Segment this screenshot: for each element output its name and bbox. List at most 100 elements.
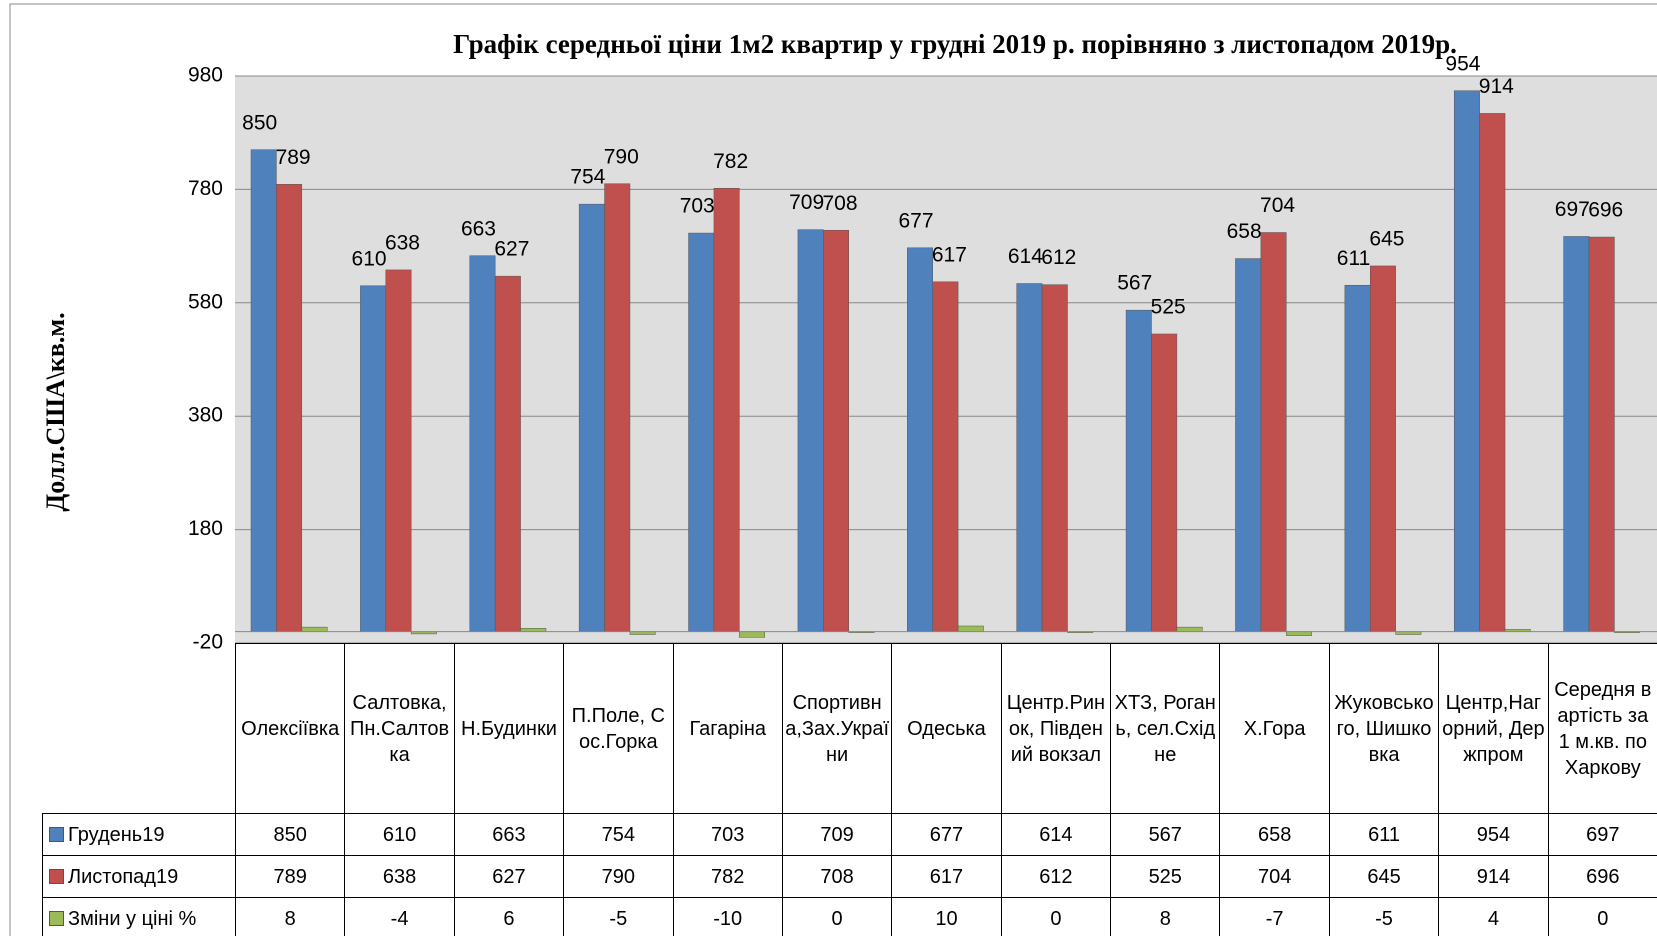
table-value: 8	[1110, 897, 1221, 936]
table-value: 658	[1219, 813, 1330, 856]
data-label: 627	[494, 238, 529, 261]
legend-key	[49, 911, 64, 926]
table-value: -4	[344, 897, 455, 936]
table-value: 6	[453, 897, 565, 936]
table-value: 567	[1110, 813, 1221, 856]
y-tick-label: 780	[188, 177, 223, 200]
table-value: 782	[672, 855, 783, 898]
table-value: 850	[235, 813, 346, 856]
table-value: 525	[1110, 855, 1221, 898]
table-value: 696	[1547, 855, 1657, 898]
data-label: 612	[1041, 246, 1076, 269]
category-label: П.Поле, Сос.Горка	[563, 643, 674, 814]
category-label: Спортивна,Зах.України	[781, 643, 893, 814]
data-label: 754	[570, 166, 605, 189]
y-axis-label: Долл.США\кв.м.	[41, 312, 70, 511]
category-label: ХТЗ, Рогань, сел.Східне	[1110, 643, 1221, 814]
data-label: 704	[1260, 194, 1295, 217]
table-value: 8	[235, 897, 346, 936]
table-value: -10	[672, 897, 783, 936]
bar	[739, 631, 765, 638]
data-label: 708	[822, 192, 857, 215]
bar	[713, 188, 740, 632]
bar	[1235, 258, 1262, 632]
legend-entry: Листопад19	[42, 855, 236, 898]
table-value: 4	[1438, 897, 1549, 936]
table-value: 610	[344, 813, 455, 856]
y-tick-label: 180	[188, 517, 223, 540]
category-label: Х.Гора	[1219, 643, 1330, 814]
table-value: 677	[891, 813, 1002, 856]
data-label: 645	[1369, 227, 1404, 250]
data-label: 617	[932, 243, 967, 266]
table-value: -5	[563, 897, 674, 936]
bar	[1369, 265, 1396, 632]
category-label: Центр.Ринок, Південий вокзал	[1000, 643, 1112, 814]
table-value: 914	[1438, 855, 1549, 898]
bar	[250, 149, 277, 632]
data-label: 663	[461, 217, 496, 240]
data-label: 850	[242, 111, 277, 134]
data-label: 638	[385, 231, 420, 254]
table-value: 703	[672, 813, 783, 856]
bar	[276, 184, 303, 632]
bar	[1016, 283, 1043, 632]
y-tick-label: 580	[188, 290, 223, 313]
data-label: 790	[604, 145, 639, 168]
category-label: Олексіївка	[235, 643, 346, 814]
bar	[688, 232, 715, 632]
bar	[1344, 284, 1371, 632]
table-value: -5	[1328, 897, 1440, 936]
bar	[1479, 113, 1506, 632]
category-label: Жуковського, Шишковка	[1328, 643, 1440, 814]
data-label: 567	[1117, 272, 1152, 295]
legend-entry: Грудень19	[42, 813, 236, 856]
data-label: 696	[1588, 199, 1623, 222]
bar	[1151, 333, 1178, 632]
bar	[385, 269, 412, 632]
bar	[604, 183, 631, 632]
bar	[1041, 284, 1068, 632]
table-value: 708	[781, 855, 893, 898]
chart-title: Графік середньої ціни 1м2 квартир у груд…	[453, 29, 1457, 59]
bar	[1286, 631, 1312, 636]
category-label: Салтовка,Пн.Салтовка	[344, 643, 455, 814]
table-value: 663	[453, 813, 565, 856]
table-value: 704	[1219, 855, 1330, 898]
table-value: 10	[891, 897, 1002, 936]
bar	[494, 275, 521, 632]
bar	[578, 203, 605, 632]
data-label: 677	[898, 209, 933, 232]
bar	[1563, 236, 1590, 632]
table-value: 627	[453, 855, 565, 898]
bar	[932, 281, 959, 632]
table-value: 709	[781, 813, 893, 856]
bar	[1176, 626, 1203, 632]
category-label: Гагаріна	[672, 643, 783, 814]
legend-key	[49, 827, 64, 842]
bar	[1125, 309, 1152, 632]
table-value: 0	[1000, 897, 1112, 936]
legend-label: Зміни у ціні %	[68, 907, 197, 930]
table-value: 697	[1547, 813, 1657, 856]
data-label: 709	[789, 191, 824, 214]
data-label: 914	[1479, 75, 1514, 98]
table-value: 0	[1547, 897, 1657, 936]
data-label: 611	[1337, 247, 1370, 270]
table-value: 611	[1328, 813, 1440, 856]
bar	[823, 229, 849, 632]
bar	[301, 626, 328, 632]
bar	[907, 247, 933, 632]
table-value: 612	[1000, 855, 1112, 898]
table-value: 754	[563, 813, 674, 856]
y-tick-label: -20	[193, 631, 223, 654]
table-value: 638	[344, 855, 455, 898]
data-label: 697	[1555, 198, 1590, 221]
category-label: Середня вартість за 1 м.кв. по Харкову	[1547, 643, 1657, 814]
chart-border	[9, 3, 1657, 936]
bar	[1588, 236, 1615, 632]
data-label: 789	[276, 146, 311, 169]
data-label: 525	[1151, 296, 1186, 319]
category-label: Одеська	[891, 643, 1002, 814]
